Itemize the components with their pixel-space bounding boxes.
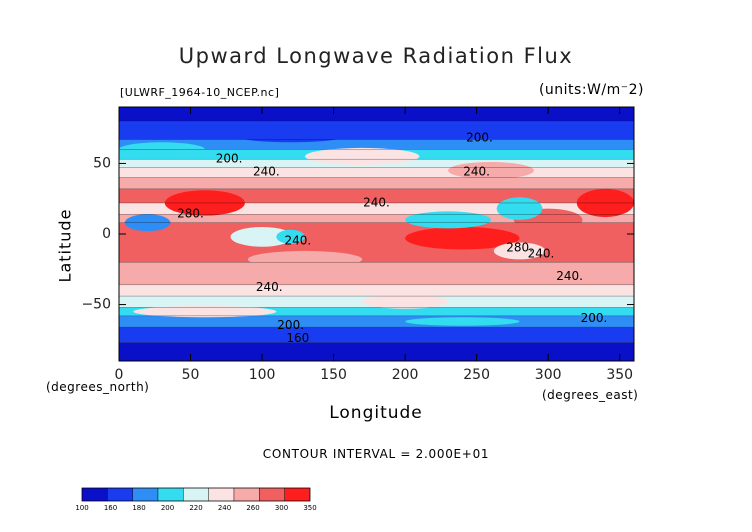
contour-label: 200. (216, 152, 243, 166)
contour-interval-text: CONTOUR INTERVAL = 2.000E+01 (262, 447, 490, 461)
x-unit-label: (degrees_east) (542, 388, 639, 402)
contour-label: 240. (556, 269, 583, 283)
colorbar-swatch (208, 487, 235, 502)
contour-label: 200. (581, 311, 608, 325)
contour-label: 240. (253, 164, 280, 178)
contour-label: 200. (277, 318, 304, 332)
latitude-band (119, 121, 634, 140)
colorbar-swatch (157, 487, 184, 502)
colorbar-label: 350 (303, 504, 316, 512)
x-tick-label: 350 (606, 367, 633, 383)
y-tick-label: 50 (93, 155, 111, 171)
colorbar-label: 100 (75, 504, 88, 512)
y-tick-label: 0 (102, 226, 111, 242)
contour-label: 280. (506, 241, 533, 255)
latitude-band (119, 177, 634, 189)
contour-label: 200. (466, 131, 493, 145)
field-feature (304, 147, 420, 165)
latitude-band (119, 188, 634, 203)
contour-label: 240. (463, 164, 490, 178)
field-feature (133, 305, 277, 318)
colorbar-swatch (259, 487, 285, 502)
latitude-band (119, 307, 634, 316)
field-feature (493, 242, 546, 260)
colorbar-label: 160 (104, 504, 117, 512)
field-feature (496, 197, 543, 220)
field-feature (233, 128, 348, 143)
field-feature (247, 250, 363, 268)
field-feature (405, 226, 520, 250)
contour-label: 240. (284, 234, 311, 248)
chart-title: Upward Longwave Radiation Flux (178, 44, 574, 68)
contour-label: 240. (256, 280, 283, 294)
colorbar-label: 200 (161, 504, 174, 512)
colorbar-label: 300 (275, 504, 288, 512)
latitude-band (119, 327, 634, 343)
colorbar-frame (81, 487, 311, 502)
latitude-band (119, 315, 634, 328)
field-feature (276, 229, 305, 244)
x-tick-label: 150 (320, 367, 347, 383)
latitude-band (119, 139, 634, 150)
field-feature (230, 226, 294, 247)
y-unit-label: (degrees_north) (46, 380, 150, 394)
latitude-band (119, 167, 634, 178)
latitude-band (119, 202, 634, 215)
x-tick-label: 100 (249, 367, 276, 383)
y-axis-label: Latitude (55, 208, 75, 283)
colorbar: 100 160 180 200 220 240 260 300 350 (75, 487, 317, 512)
colorbar-label: 260 (246, 504, 259, 512)
field-feature (405, 211, 491, 229)
file-label: [ULWRF_1964-10_NCEP.nc] (120, 86, 280, 99)
latitude-band (119, 107, 634, 122)
contour-label: 160 (286, 331, 309, 345)
contour-label: 240. (528, 246, 555, 260)
units-label: (units:W/m⁻2) (538, 82, 644, 98)
colorbar-swatch (284, 487, 311, 502)
x-axis-label: Longitude (329, 403, 423, 423)
contour-label: 240. (363, 195, 390, 209)
colorbar-label: 240 (218, 504, 231, 512)
field-feature (405, 317, 520, 326)
latitude-band (119, 284, 634, 297)
colorbar-swatch (107, 487, 133, 502)
x-tick-label: 50 (182, 367, 200, 383)
latitude-band (119, 214, 634, 223)
x-tick-label: 300 (535, 367, 562, 383)
latitude-band (119, 342, 634, 361)
contour-fill-layer (119, 107, 634, 361)
axes: 0 50 100 150 200 250 300 350 −50 0 50 (81, 107, 634, 383)
field-feature (362, 294, 449, 309)
colorbar-swatch (132, 487, 159, 502)
x-tick-label: 200 (392, 367, 419, 383)
contour-label: 280. (177, 207, 204, 221)
x-tick-label: 0 (115, 367, 124, 383)
x-tick-label: 250 (463, 367, 490, 383)
colorbar-label: 220 (189, 504, 202, 512)
field-feature (448, 162, 534, 179)
colorbar-label: 180 (132, 504, 145, 512)
colorbar-swatch (81, 487, 108, 502)
colorbar-swatch (233, 487, 260, 502)
contour-labels: 200.240.200.240.240.280.240.280.240.240.… (177, 131, 607, 345)
y-tick-label: −50 (81, 297, 111, 313)
latitude-band (119, 262, 634, 285)
colorbar-swatch (183, 487, 209, 502)
